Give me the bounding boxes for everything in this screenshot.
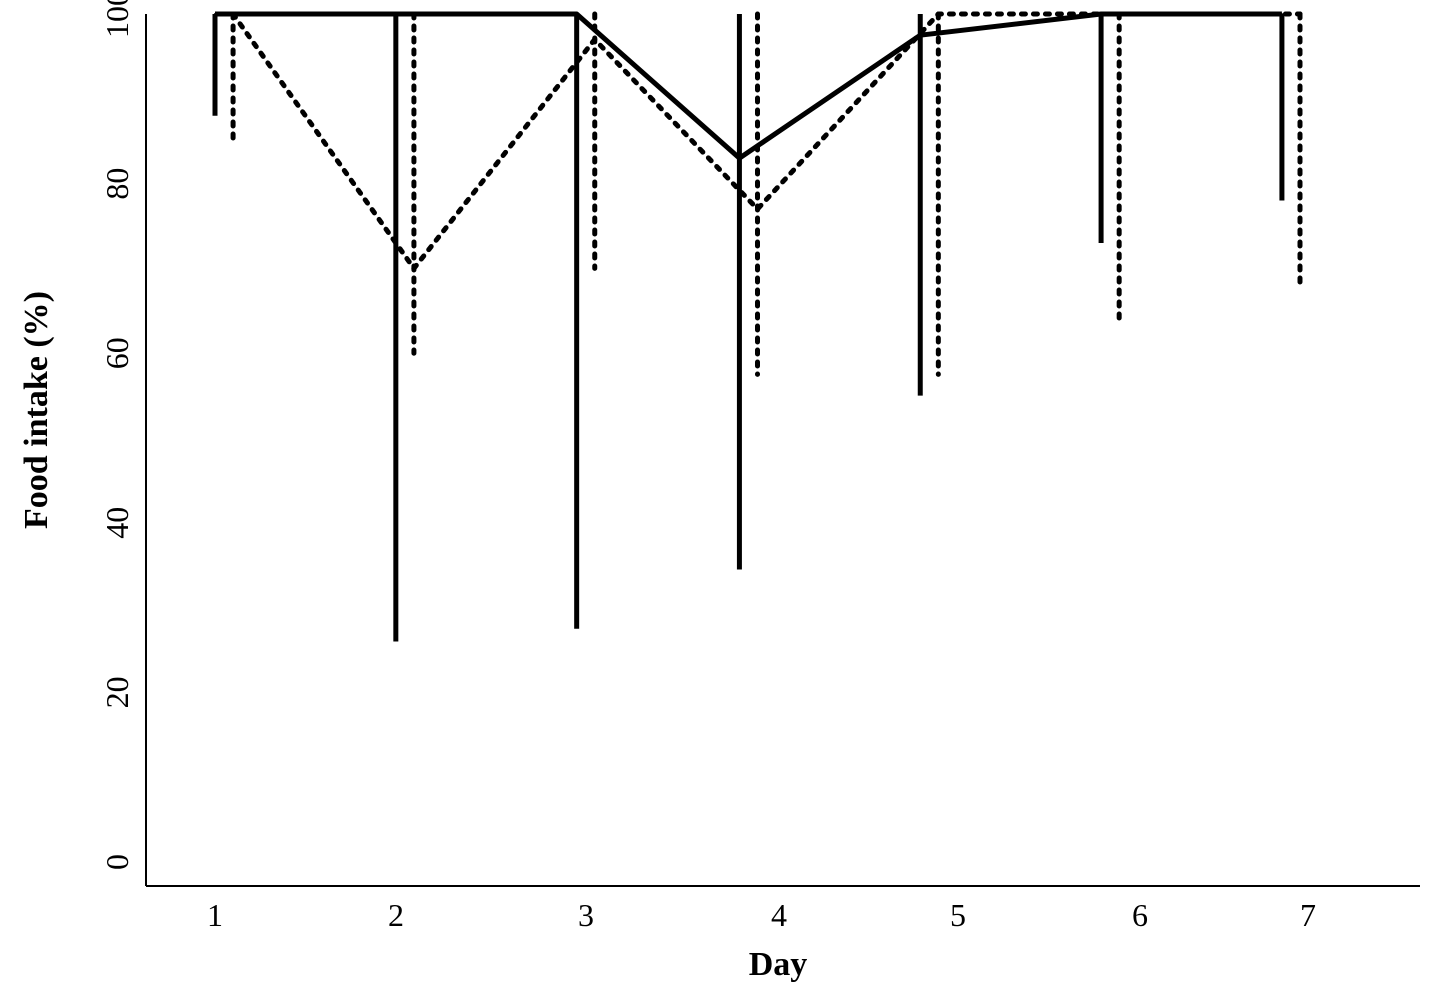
y-tick-label: 0 xyxy=(99,854,135,870)
data-point xyxy=(756,208,759,211)
y-tick-label: 60 xyxy=(99,337,135,369)
data-point xyxy=(738,157,741,160)
data-point xyxy=(937,13,940,15)
x-tick-label: 3 xyxy=(578,897,594,933)
x-tick-label: 1 xyxy=(207,897,223,933)
x-tick-label: 5 xyxy=(950,897,966,933)
data-point xyxy=(214,13,216,15)
series-group xyxy=(212,11,1303,642)
data-point xyxy=(919,34,922,37)
x-tick-label: 7 xyxy=(1300,897,1316,933)
y-tick-label: 20 xyxy=(99,676,135,708)
data-point xyxy=(412,267,415,270)
data-point xyxy=(1100,13,1103,15)
data-point xyxy=(1118,13,1121,15)
y-tick-label: 40 xyxy=(99,507,135,539)
x-tick-label: 6 xyxy=(1132,897,1148,933)
data-point xyxy=(575,13,578,15)
data-point xyxy=(232,13,235,15)
data-point xyxy=(1299,13,1301,15)
y-tick-labels: 0 20 40 60 80 100 xyxy=(99,0,135,870)
x-tick-label: 2 xyxy=(388,897,404,933)
data-point xyxy=(394,13,397,15)
axes xyxy=(145,14,1420,887)
data-point xyxy=(1280,13,1283,15)
x-axis-title: Day xyxy=(749,946,808,983)
x-tick-labels: 1 2 3 4 5 6 7 xyxy=(207,897,1316,933)
y-tick-label: 100 xyxy=(99,0,135,38)
series-solid xyxy=(212,11,1285,642)
y-axis-title: Food intake (%) xyxy=(18,291,55,529)
series-line xyxy=(215,11,1282,161)
series-dotted xyxy=(230,11,1303,377)
x-tick-label: 4 xyxy=(771,897,787,933)
data-point xyxy=(593,38,596,41)
y-tick-label: 80 xyxy=(99,168,135,200)
